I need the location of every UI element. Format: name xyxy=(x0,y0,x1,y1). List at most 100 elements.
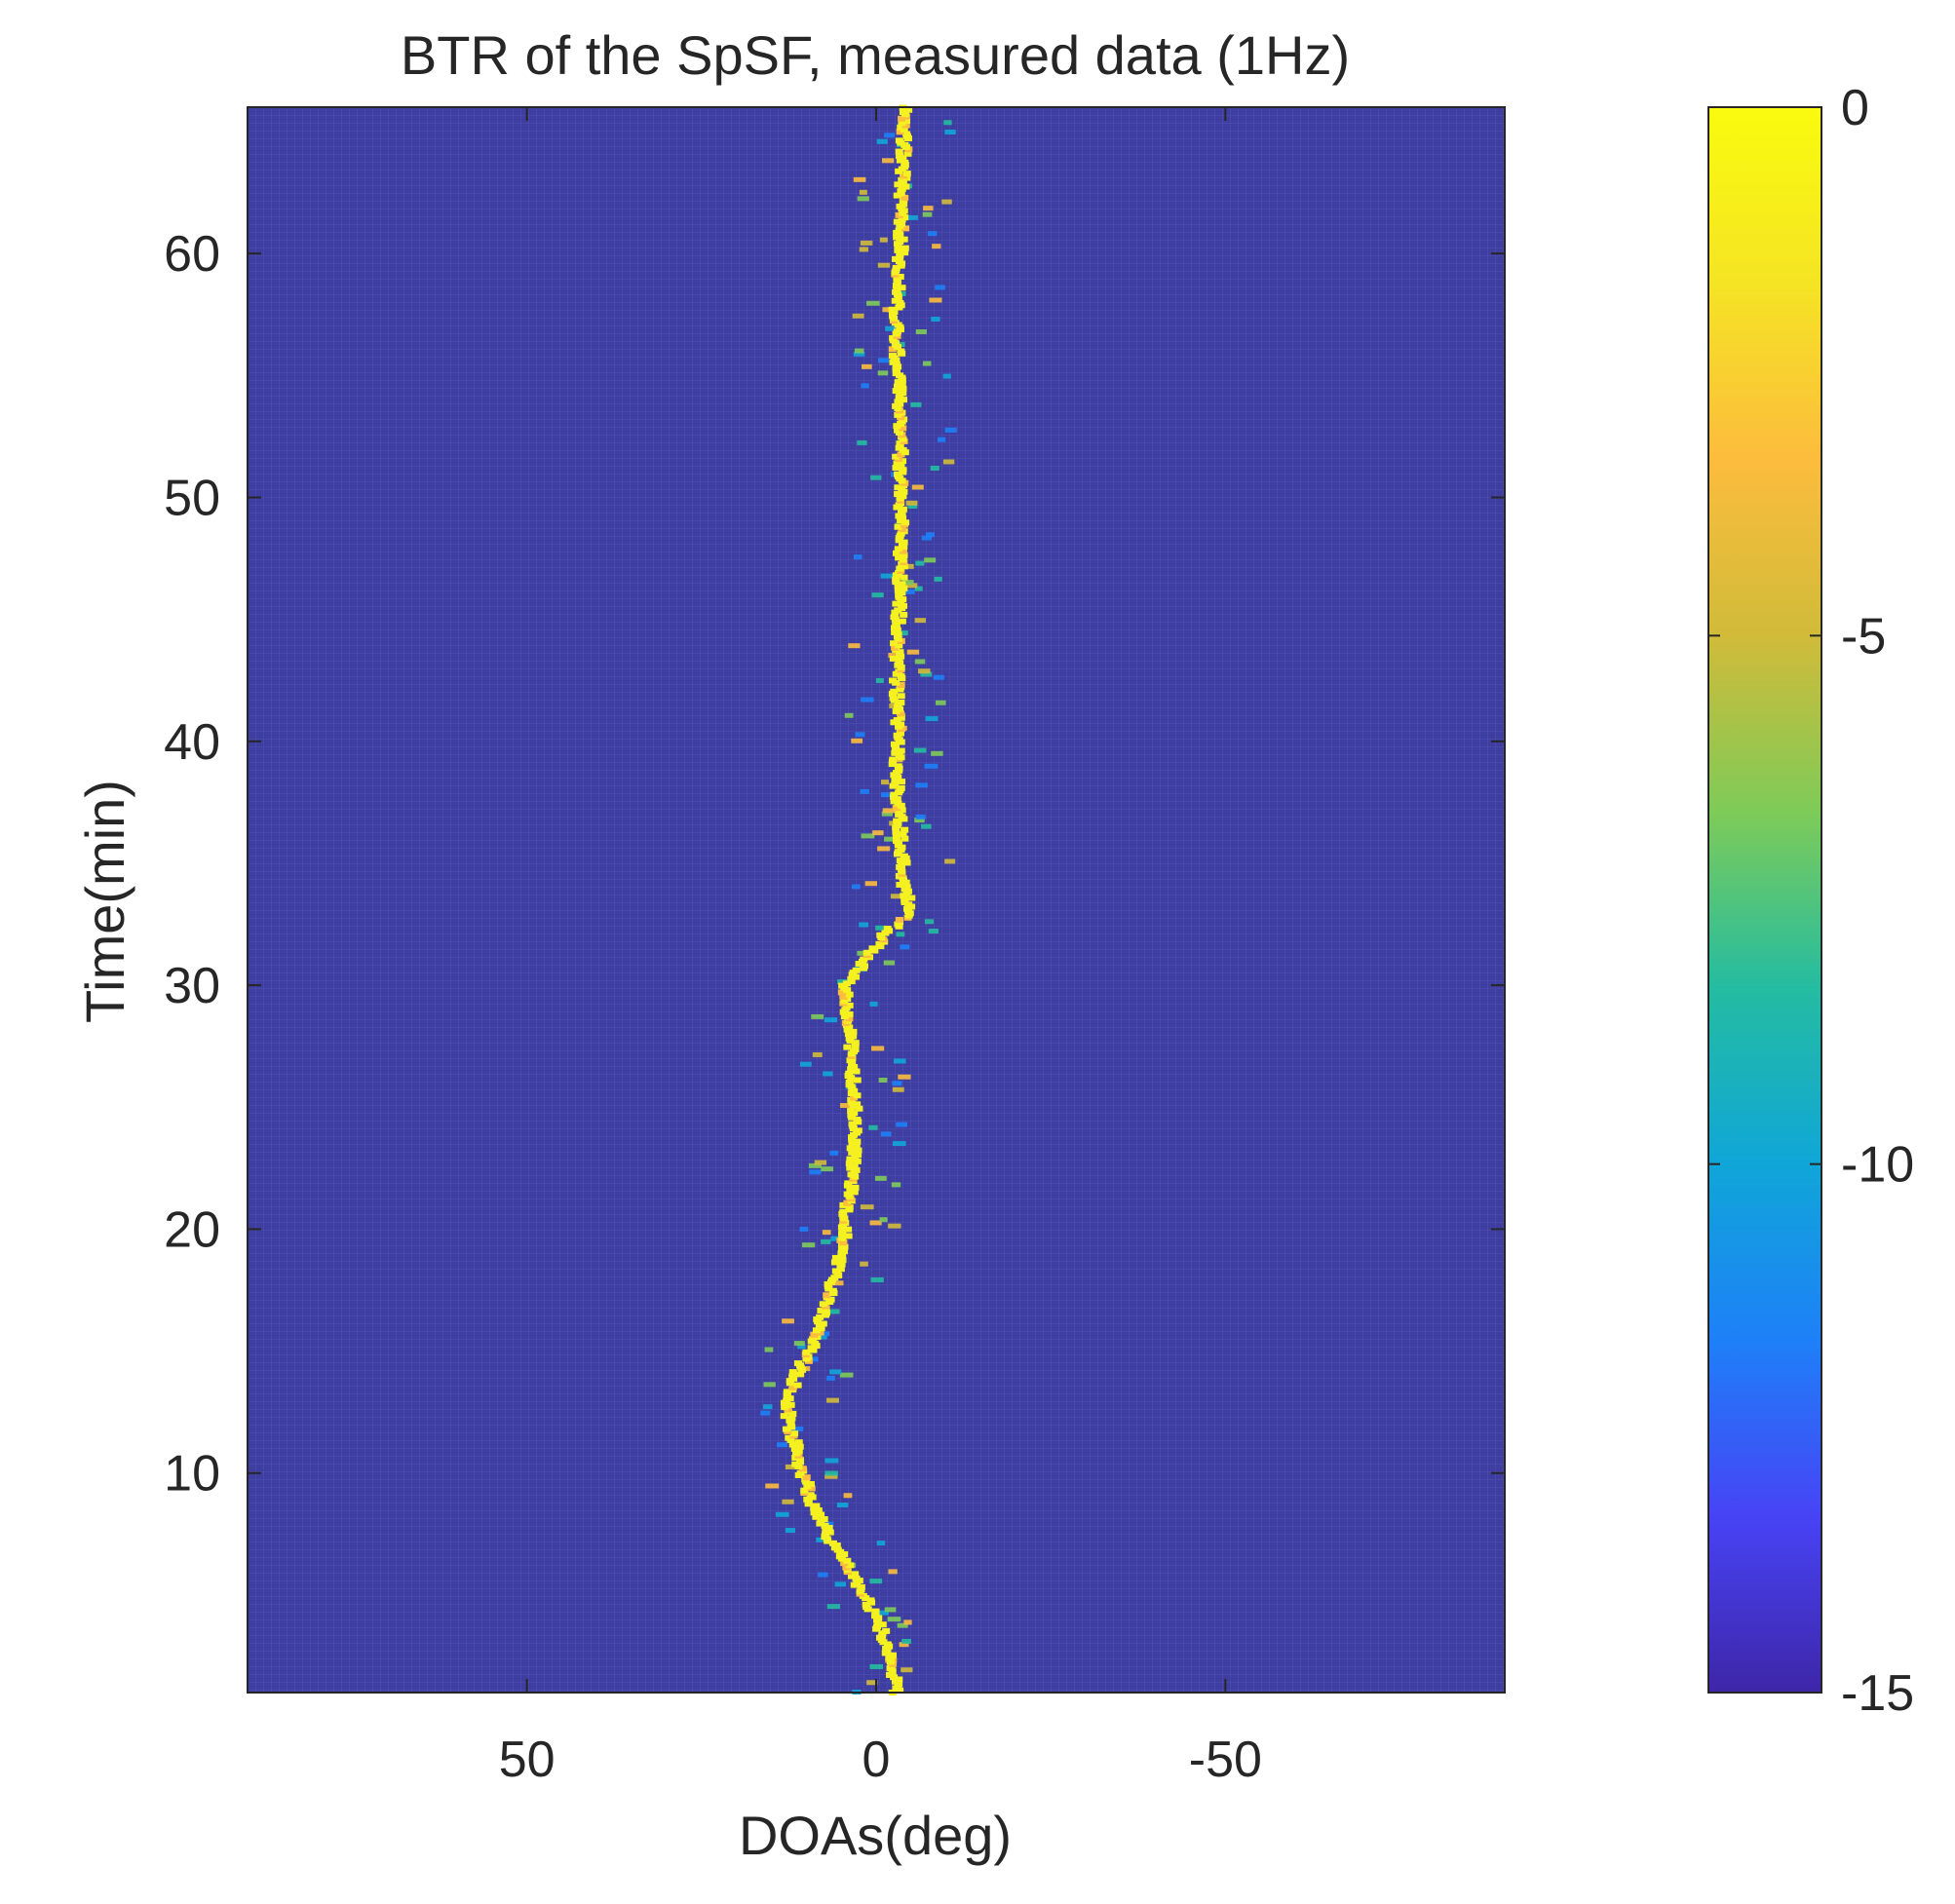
speckle-cell xyxy=(924,557,937,563)
speckle-cell xyxy=(896,1122,907,1127)
track-cell xyxy=(835,1553,844,1560)
speckle-cell xyxy=(837,979,848,985)
track-cell xyxy=(902,131,911,137)
colorbar-tick-label: -5 xyxy=(1841,608,1886,665)
speckle-cell xyxy=(896,932,905,937)
track-cell xyxy=(882,1627,891,1634)
track-cell xyxy=(894,427,902,434)
speckle-cell xyxy=(802,1242,816,1248)
track-cell xyxy=(891,781,900,787)
track-cell xyxy=(843,1557,852,1564)
track-cell xyxy=(892,620,901,627)
speckle-cell xyxy=(898,1074,911,1080)
speckle-cell xyxy=(862,363,872,369)
track-cell xyxy=(850,1162,859,1169)
speckle-cell xyxy=(881,780,890,785)
track-cell xyxy=(896,299,904,306)
speckle-cell xyxy=(821,1166,834,1172)
speckle-cell xyxy=(843,1493,853,1499)
speckle-cell xyxy=(914,618,926,624)
track-cell xyxy=(901,183,910,190)
speckle-cell xyxy=(819,1334,827,1340)
track-cell xyxy=(812,1513,821,1520)
speckle-cell xyxy=(828,1309,840,1314)
track-cell xyxy=(892,833,901,840)
speckle-cell xyxy=(904,583,918,589)
track-cell xyxy=(843,1200,852,1206)
track-cell xyxy=(845,1161,854,1167)
track-cell xyxy=(897,700,905,706)
track-cell xyxy=(782,1426,790,1432)
track-cell xyxy=(853,1138,862,1145)
speckle-cell xyxy=(866,1680,878,1686)
speckle-cell xyxy=(899,1642,909,1648)
track-cell xyxy=(899,467,907,474)
track-cell xyxy=(889,695,898,702)
speckle-cell xyxy=(914,818,925,823)
track-cell xyxy=(904,106,913,113)
speckle-cell xyxy=(855,732,865,738)
speckle-cell xyxy=(935,700,946,705)
speckle-cell xyxy=(922,361,932,366)
track-cell xyxy=(890,791,899,798)
speckle-cell xyxy=(932,244,941,249)
track-cell xyxy=(892,600,901,607)
speckle-cell xyxy=(915,782,928,788)
track-cell xyxy=(897,747,905,754)
track-cell xyxy=(889,335,898,342)
track-cell xyxy=(895,554,903,561)
track-cell xyxy=(900,552,908,559)
speckle-cell xyxy=(857,950,869,956)
track-cell xyxy=(896,565,904,572)
speckle-cell xyxy=(885,325,896,331)
track-cell xyxy=(901,122,910,129)
speckle-cell xyxy=(891,757,903,763)
track-cell xyxy=(897,784,905,791)
track-cell xyxy=(825,1529,834,1536)
track-cell xyxy=(900,611,908,618)
track-cell xyxy=(852,1068,861,1075)
track-cell xyxy=(900,539,908,546)
track-cell xyxy=(793,1382,802,1389)
track-cell xyxy=(862,1601,870,1608)
speckle-cell xyxy=(901,580,914,586)
track-cell xyxy=(854,1152,862,1159)
speckle-cell xyxy=(869,1579,883,1584)
track-cell xyxy=(883,926,892,933)
track-cell xyxy=(898,120,906,127)
track-cell xyxy=(903,905,912,912)
speckle-cell xyxy=(859,922,869,928)
speckle-cell xyxy=(861,833,875,839)
track-cell xyxy=(847,1108,856,1115)
track-cell xyxy=(844,1180,853,1187)
track-cell xyxy=(888,306,897,313)
speckle-cell xyxy=(915,329,927,335)
track-cell xyxy=(899,397,907,403)
track-cell xyxy=(892,828,901,835)
speckle-cell xyxy=(829,1369,842,1375)
track-cell xyxy=(891,644,900,651)
track-cell xyxy=(889,756,898,763)
track-cell xyxy=(788,1373,797,1380)
track-cell xyxy=(802,1349,811,1355)
track-cell xyxy=(790,1445,799,1452)
speckle-cell xyxy=(844,712,854,718)
track-cell xyxy=(846,1187,855,1194)
speckle-cell xyxy=(925,532,935,538)
track-cell xyxy=(890,741,899,747)
track-cell xyxy=(900,574,908,581)
track-cell xyxy=(893,286,901,293)
speckle-cell xyxy=(930,465,939,471)
track-cell xyxy=(896,440,904,447)
track-cell xyxy=(846,1562,855,1569)
track-cell xyxy=(892,453,901,460)
track-cell xyxy=(878,1621,887,1628)
speckle-cell xyxy=(870,1276,884,1282)
track-cell xyxy=(899,556,907,563)
track-cell xyxy=(896,129,904,135)
speckle-cell xyxy=(928,231,938,237)
speckle-cell xyxy=(933,674,944,680)
speckle-cell xyxy=(866,300,880,306)
speckle-cell xyxy=(925,716,939,722)
track-cell xyxy=(783,1389,791,1395)
